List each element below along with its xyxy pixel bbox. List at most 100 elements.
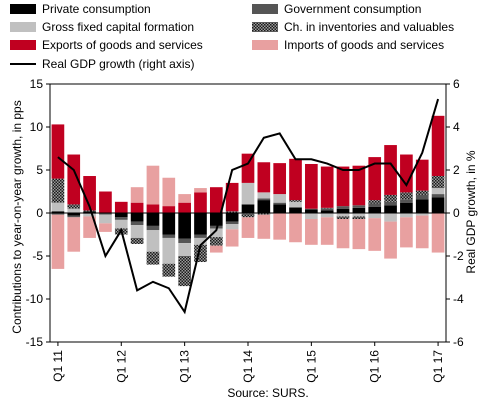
bar-gross-fixed-capital-formation-q4-16 bbox=[415, 213, 429, 216]
bar-exports-of-goods-and-services-q1-15 bbox=[305, 163, 318, 209]
legend-swatch-exports-of-goods-and-services bbox=[10, 40, 36, 50]
bar-exports-of-goods-and-services-q3-15 bbox=[336, 166, 350, 207]
bar-government-consumption-q2-15 bbox=[320, 208, 334, 211]
x-tick-label: Q1 14 bbox=[241, 350, 255, 383]
bar-exports-of-goods-and-services-q3-14 bbox=[273, 163, 287, 195]
bar-gross-fixed-capital-formation-q4-12 bbox=[162, 237, 176, 264]
bar-exports-of-goods-and-services-q1-16 bbox=[368, 157, 382, 201]
bar-government-consumption-q4-12 bbox=[162, 234, 176, 238]
bar-private-consumption-q3-16 bbox=[400, 202, 413, 213]
bar-imports-of-goods-and-services-q4-12 bbox=[162, 177, 176, 207]
bar-imports-of-goods-and-services-q1-13 bbox=[178, 194, 191, 203]
bar-government-consumption-q4-15 bbox=[352, 205, 366, 208]
bar-gross-fixed-capital-formation-q1-11 bbox=[51, 202, 65, 212]
legend-swatch-government-consumption bbox=[252, 4, 278, 14]
x-tick-label: Q1 12 bbox=[114, 350, 128, 383]
y-left-tick-label: 10 bbox=[30, 120, 44, 134]
bar-government-consumption-q2-11 bbox=[67, 215, 81, 218]
legend-label-real-gdp-growth: Real GDP growth (right axis) bbox=[42, 57, 195, 71]
bar-gross-fixed-capital-formation-q4-15 bbox=[352, 213, 366, 217]
bar-ch-in-inventories-and-valuables-q4-13 bbox=[225, 211, 239, 213]
bar-ch-in-inventories-and-valuables-q1-14 bbox=[241, 213, 255, 218]
legend-label-gross-fixed-capital-formation: Gross fixed capital formation bbox=[42, 20, 194, 34]
bar-gross-fixed-capital-formation-q2-11 bbox=[67, 208, 81, 213]
bar-ch-in-inventories-and-valuables-q3-13 bbox=[209, 237, 223, 246]
bar-gross-fixed-capital-formation-q1-13 bbox=[178, 243, 191, 256]
bar-private-consumption-q2-13 bbox=[194, 213, 207, 235]
bar-ch-in-inventories-and-valuables-q1-16 bbox=[368, 200, 382, 204]
bar-government-consumption-q4-16 bbox=[415, 194, 429, 200]
bar-exports-of-goods-and-services-q2-15 bbox=[320, 166, 334, 208]
bar-imports-of-goods-and-services-q2-14 bbox=[257, 214, 271, 239]
bar-imports-of-goods-and-services-q2-12 bbox=[130, 187, 144, 203]
y-left-tick-label: 15 bbox=[30, 77, 44, 91]
y-left-tick-label: -15 bbox=[26, 335, 44, 349]
bar-ch-in-inventories-and-valuables-q2-14 bbox=[257, 213, 271, 215]
bar-private-consumption-q3-14 bbox=[273, 204, 287, 213]
bar-government-consumption-q1-13 bbox=[178, 238, 191, 244]
bar-imports-of-goods-and-services-q4-16 bbox=[415, 215, 429, 249]
bar-ch-in-inventories-and-valuables-q4-12 bbox=[162, 263, 176, 277]
bar-imports-of-goods-and-services-q3-13 bbox=[209, 245, 223, 253]
bar-gross-fixed-capital-formation-q1-15 bbox=[305, 213, 318, 220]
bar-ch-in-inventories-and-valuables-q4-16 bbox=[415, 190, 429, 195]
legend-label-ch-in-inventories-and-valuables: Ch. in inventories and valuables bbox=[284, 20, 454, 34]
bar-imports-of-goods-and-services-q2-11 bbox=[67, 217, 81, 252]
bar-ch-in-inventories-and-valuables-q3-11 bbox=[83, 210, 96, 212]
legend-swatch-ch-in-inventories-and-valuables bbox=[252, 22, 278, 32]
bar-imports-of-goods-and-services-q2-16 bbox=[384, 221, 397, 259]
legend-label-government-consumption: Government consumption bbox=[284, 2, 421, 16]
bar-private-consumption-q4-15 bbox=[352, 207, 366, 213]
plot-area bbox=[51, 98, 445, 315]
bar-exports-of-goods-and-services-q4-12 bbox=[162, 206, 176, 213]
bar-exports-of-goods-and-services-q1-12 bbox=[114, 201, 128, 213]
bar-private-consumption-q4-14 bbox=[289, 207, 302, 213]
bar-gross-fixed-capital-formation-q1-14 bbox=[241, 182, 255, 205]
bar-ch-in-inventories-and-valuables-q2-15 bbox=[320, 207, 334, 209]
bar-exports-of-goods-and-services-q2-14 bbox=[257, 162, 271, 193]
y-right-tick-label: -2 bbox=[453, 249, 464, 263]
bar-private-consumption-q2-11 bbox=[67, 213, 81, 216]
bar-imports-of-goods-and-services-q1-11 bbox=[51, 214, 65, 269]
bar-gross-fixed-capital-formation-q1-12 bbox=[114, 219, 128, 229]
bar-exports-of-goods-and-services-q1-14 bbox=[241, 153, 255, 183]
y-left-tick-label: -5 bbox=[32, 249, 43, 263]
bar-gross-fixed-capital-formation-q2-15 bbox=[320, 213, 334, 218]
bar-gross-fixed-capital-formation-q2-13 bbox=[194, 237, 207, 245]
bar-imports-of-goods-and-services-q4-13 bbox=[225, 229, 239, 247]
source-note: Source: SURS. bbox=[227, 386, 308, 400]
y-left-tick-label: 5 bbox=[36, 163, 43, 177]
x-tick-label: Q1 13 bbox=[178, 350, 192, 383]
bar-private-consumption-q4-16 bbox=[415, 199, 429, 213]
bar-exports-of-goods-and-services-q1-11 bbox=[51, 124, 65, 179]
bar-exports-of-goods-and-services-q3-11 bbox=[83, 176, 96, 211]
axes: 15 10 5 0 -5 -10 -15 6 4 2 0 -2 -4 -6 Q1 11 Q1 12 Q1 13 Q… bbox=[26, 77, 464, 383]
bar-private-consumption-q1-13 bbox=[178, 213, 191, 239]
bar-private-consumption-q4-12 bbox=[162, 213, 176, 235]
bar-government-consumption-q3-16 bbox=[400, 199, 413, 203]
bar-exports-of-goods-and-services-q4-11 bbox=[99, 191, 112, 213]
bar-government-consumption-q3-14 bbox=[273, 202, 287, 205]
legend-label-exports-of-goods-and-services: Exports of goods and services bbox=[42, 38, 203, 52]
bar-private-consumption-q2-16 bbox=[384, 205, 397, 213]
bar-private-consumption-q3-11 bbox=[83, 211, 96, 213]
y-right-tick-label: 6 bbox=[453, 77, 460, 91]
bar-imports-of-goods-and-services-q3-11 bbox=[83, 216, 96, 238]
bar-gross-fixed-capital-formation-q3-11 bbox=[83, 213, 96, 217]
bar-exports-of-goods-and-services-q3-16 bbox=[400, 154, 413, 193]
bar-private-consumption-q1-14 bbox=[241, 204, 255, 213]
bar-ch-in-inventories-and-valuables-q2-11 bbox=[67, 204, 81, 209]
bar-private-consumption-q2-12 bbox=[130, 213, 144, 222]
bar-government-consumption-q4-14 bbox=[289, 206, 302, 208]
bar-exports-of-goods-and-services-q2-16 bbox=[384, 145, 397, 195]
bar-exports-of-goods-and-services-q2-13 bbox=[194, 192, 207, 213]
bar-government-consumption-q1-11 bbox=[51, 213, 65, 215]
bar-gross-fixed-capital-formation-q3-16 bbox=[400, 213, 413, 218]
bar-imports-of-goods-and-services-q4-14 bbox=[289, 213, 302, 243]
legend-label-imports-of-goods-and-services: Imports of goods and services bbox=[284, 38, 444, 52]
bar-imports-of-goods-and-services-q1-15 bbox=[305, 219, 318, 245]
bar-ch-in-inventories-and-valuables-q1-17 bbox=[431, 176, 445, 189]
legend-swatch-imports-of-goods-and-services bbox=[252, 40, 278, 50]
y-left-tick-label: 0 bbox=[36, 206, 43, 220]
